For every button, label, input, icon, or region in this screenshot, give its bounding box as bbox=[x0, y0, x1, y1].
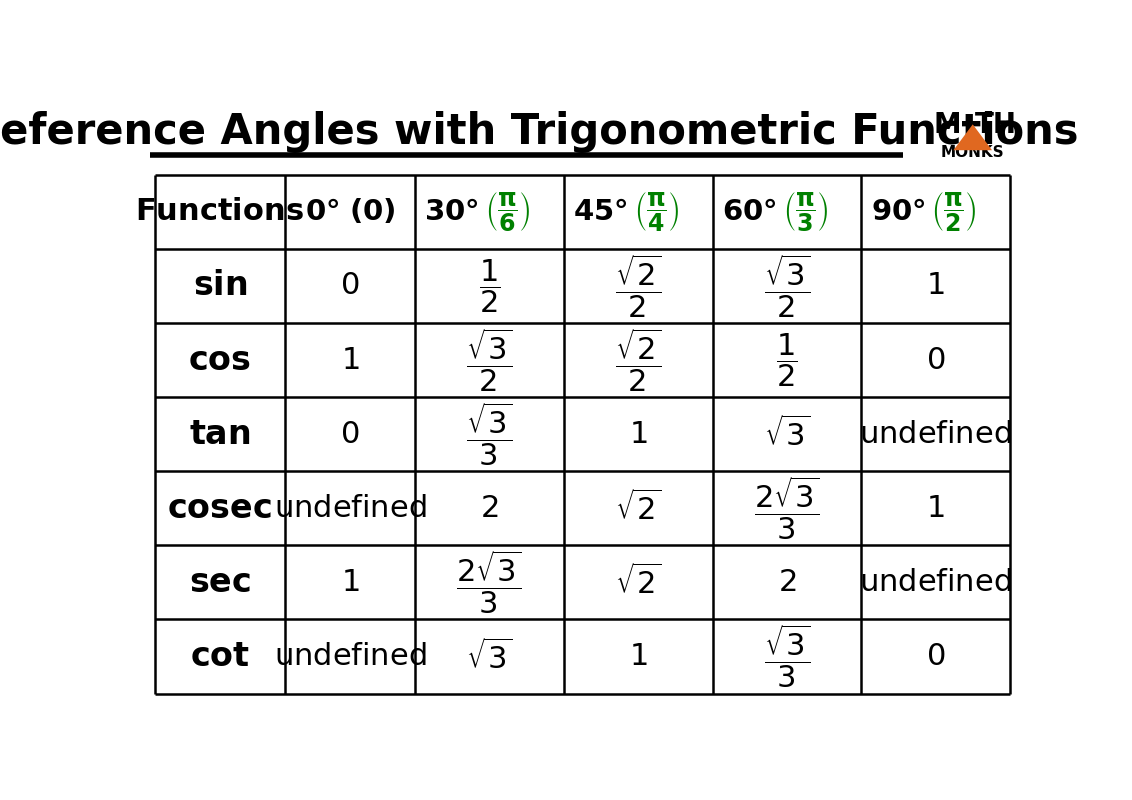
Text: Reference Angles with Trigonometric Functions: Reference Angles with Trigonometric Func… bbox=[0, 111, 1079, 154]
Text: $\sqrt{3}$: $\sqrt{3}$ bbox=[764, 416, 811, 452]
Text: $\mathbf{\left(\dfrac{\pi}{3}\right)}$: $\mathbf{\left(\dfrac{\pi}{3}\right)}$ bbox=[782, 190, 829, 234]
Text: $\mathbf{0°\ (0)}$: $\mathbf{0°\ (0)}$ bbox=[305, 198, 395, 226]
Text: M: M bbox=[934, 111, 961, 139]
Text: $0$: $0$ bbox=[926, 642, 945, 671]
Text: $\mathbf{\left(\dfrac{\pi}{4}\right)}$: $\mathbf{\left(\dfrac{\pi}{4}\right)}$ bbox=[634, 190, 679, 234]
Text: $\mathbf{sec}$: $\mathbf{sec}$ bbox=[189, 566, 251, 599]
Text: $\mathbf{cos}$: $\mathbf{cos}$ bbox=[188, 343, 251, 377]
Text: $\dfrac{1}{2}$: $\dfrac{1}{2}$ bbox=[777, 331, 798, 389]
Text: $\dfrac{\sqrt{2}}{2}$: $\dfrac{\sqrt{2}}{2}$ bbox=[615, 326, 661, 394]
Text: $\sqrt{2}$: $\sqrt{2}$ bbox=[615, 490, 661, 526]
Text: $1$: $1$ bbox=[926, 494, 945, 522]
Text: $\mathbf{30°}$: $\mathbf{30°}$ bbox=[424, 198, 479, 226]
Text: $2$: $2$ bbox=[480, 494, 498, 522]
Text: $1$: $1$ bbox=[341, 568, 359, 597]
Text: $\mathbf{\left(\dfrac{\pi}{6}\right)}$: $\mathbf{\left(\dfrac{\pi}{6}\right)}$ bbox=[484, 190, 531, 234]
Text: $1$: $1$ bbox=[629, 420, 648, 449]
Text: $\dfrac{1}{2}$: $\dfrac{1}{2}$ bbox=[479, 258, 500, 314]
Text: $\mathbf{cosec}$: $\mathbf{cosec}$ bbox=[168, 492, 272, 525]
Text: $\mathrm{undefined}$: $\mathrm{undefined}$ bbox=[859, 568, 1012, 597]
Text: $\mathbf{sin}$: $\mathbf{sin}$ bbox=[192, 270, 247, 302]
Text: TH: TH bbox=[975, 111, 1017, 139]
Text: $\mathrm{undefined}$: $\mathrm{undefined}$ bbox=[859, 420, 1012, 449]
Text: MONKS: MONKS bbox=[941, 146, 1004, 160]
Text: $\sqrt{3}$: $\sqrt{3}$ bbox=[466, 638, 513, 674]
Text: $0$: $0$ bbox=[926, 346, 945, 374]
Text: $\mathbf{tan}$: $\mathbf{tan}$ bbox=[189, 418, 250, 450]
Text: $\sqrt{2}$: $\sqrt{2}$ bbox=[615, 564, 661, 600]
Text: $\mathbf{45°}$: $\mathbf{45°}$ bbox=[573, 198, 627, 226]
Text: $\dfrac{\sqrt{3}}{2}$: $\dfrac{\sqrt{3}}{2}$ bbox=[466, 326, 513, 394]
Text: $2$: $2$ bbox=[778, 568, 796, 597]
Text: $\dfrac{\sqrt{3}}{3}$: $\dfrac{\sqrt{3}}{3}$ bbox=[764, 622, 811, 690]
Text: $\dfrac{2\sqrt{3}}{3}$: $\dfrac{2\sqrt{3}}{3}$ bbox=[456, 549, 522, 616]
Text: $0$: $0$ bbox=[341, 271, 360, 301]
Text: $\mathrm{undefined}$: $\mathrm{undefined}$ bbox=[274, 494, 427, 522]
Text: $\mathbf{\left(\dfrac{\pi}{2}\right)}$: $\mathbf{\left(\dfrac{\pi}{2}\right)}$ bbox=[932, 190, 977, 234]
Text: $\mathbf{cot}$: $\mathbf{cot}$ bbox=[190, 640, 250, 673]
Text: $\bf{Functions}$: $\bf{Functions}$ bbox=[136, 198, 305, 226]
Polygon shape bbox=[953, 124, 992, 150]
Text: $\dfrac{\sqrt{3}}{2}$: $\dfrac{\sqrt{3}}{2}$ bbox=[764, 252, 811, 320]
Text: $\mathbf{60°}$: $\mathbf{60°}$ bbox=[722, 198, 777, 226]
Text: $\mathrm{undefined}$: $\mathrm{undefined}$ bbox=[274, 642, 427, 671]
Text: $1$: $1$ bbox=[926, 271, 945, 301]
Text: $\dfrac{2\sqrt{3}}{3}$: $\dfrac{2\sqrt{3}}{3}$ bbox=[754, 474, 820, 542]
Text: $0$: $0$ bbox=[341, 420, 360, 449]
Text: $\mathbf{90°}$: $\mathbf{90°}$ bbox=[871, 198, 925, 226]
Text: $1$: $1$ bbox=[629, 642, 648, 671]
Text: $1$: $1$ bbox=[341, 346, 359, 374]
Text: $\dfrac{\sqrt{3}}{3}$: $\dfrac{\sqrt{3}}{3}$ bbox=[466, 401, 513, 468]
Text: $\dfrac{\sqrt{2}}{2}$: $\dfrac{\sqrt{2}}{2}$ bbox=[615, 252, 661, 320]
